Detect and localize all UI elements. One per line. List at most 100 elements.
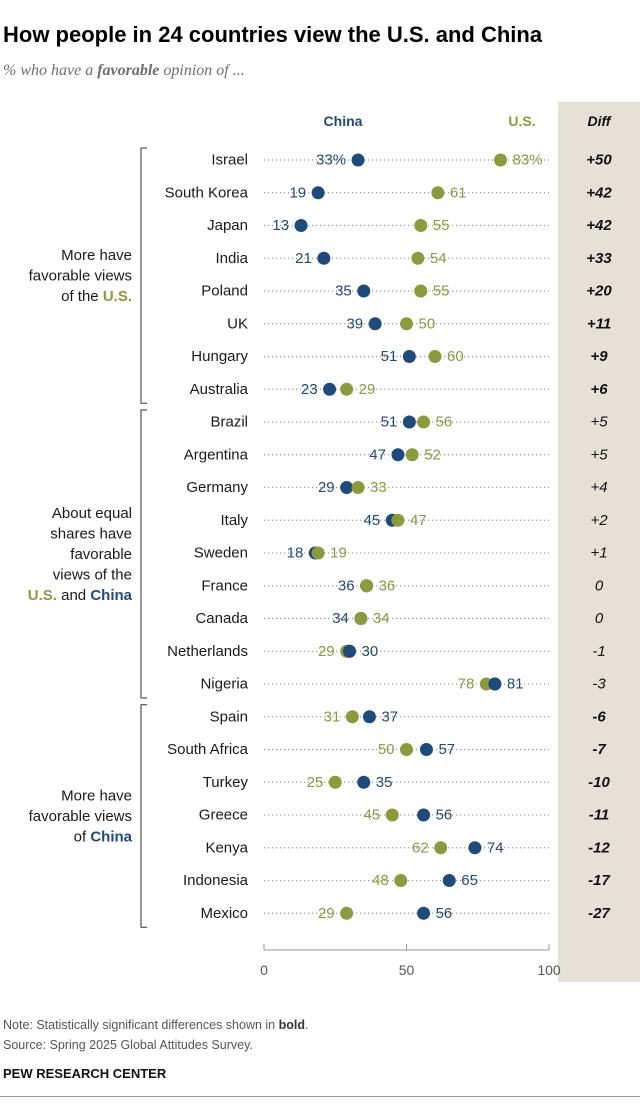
us-value-label: 62 [412, 839, 429, 856]
us-value-label: 29 [318, 643, 335, 660]
us-dot [394, 874, 408, 887]
us-dot [414, 284, 428, 298]
us-dot [328, 775, 342, 789]
country-label: Mexico [200, 905, 248, 922]
us-dot [360, 579, 374, 593]
diff-value: -12 [588, 839, 610, 856]
us-dot [354, 612, 368, 625]
us-value-label: 50 [378, 741, 395, 758]
china-value-label: 74 [487, 839, 504, 856]
us-value-label: 55 [433, 217, 450, 234]
china-value-label: 35 [376, 774, 393, 791]
country-label: Brazil [210, 414, 248, 431]
china-value-label: 33% [316, 152, 346, 169]
china-dot [468, 841, 482, 855]
diff-value: +2 [590, 512, 608, 529]
diff-column-background [558, 102, 640, 982]
country-label: Israel [211, 152, 248, 169]
source-note: Source: Spring 2025 Global Attitudes Sur… [3, 1038, 253, 1052]
country-label: Sweden [194, 545, 248, 562]
legend-us: U.S. [508, 113, 535, 129]
footnote: Note: Statistically significant differen… [3, 1018, 309, 1032]
country-label: India [215, 250, 248, 267]
diff-value: +5 [590, 414, 608, 431]
china-dot [351, 153, 365, 167]
us-value-label: 78 [458, 676, 475, 693]
us-value-label: 25 [307, 774, 324, 791]
diff-value: -10 [588, 774, 610, 791]
china-value-label: 51 [381, 414, 398, 431]
china-dot [362, 710, 376, 724]
diff-value: +50 [586, 152, 612, 169]
country-label: Germany [186, 479, 248, 496]
country-label: Italy [220, 512, 248, 529]
country-label: Australia [190, 381, 249, 398]
china-value-label: 34 [332, 610, 349, 627]
us-value-label: 33 [370, 479, 387, 496]
us-dot [494, 153, 508, 167]
diff-value: +42 [586, 184, 612, 201]
diff-value: +11 [587, 315, 611, 332]
diff-value: -11 [589, 807, 610, 824]
us-dot [345, 710, 359, 724]
diff-value: +1 [590, 545, 607, 562]
us-value-label: 52 [424, 446, 441, 463]
country-label: Canada [195, 610, 248, 627]
diff-value: -7 [592, 741, 606, 758]
china-dot [357, 284, 371, 298]
group-label-line: U.S. and China [28, 587, 133, 604]
us-value-label: 29 [359, 381, 376, 398]
diff-value: -27 [588, 905, 610, 922]
group-label-line: favorable [70, 546, 132, 563]
country-label: Hungary [191, 348, 248, 365]
china-value-label: 47 [369, 446, 386, 463]
china-value-label: 35 [335, 283, 352, 300]
group-label-line: views of the [53, 566, 132, 583]
country-label: South Korea [165, 184, 249, 201]
us-dot [431, 186, 445, 200]
group-label-line: favorable views [29, 808, 132, 825]
country-label: South Africa [167, 741, 249, 758]
country-label: Poland [201, 283, 248, 300]
china-value-label: 23 [301, 381, 318, 398]
us-value-label: 45 [364, 807, 381, 824]
group-bracket [140, 409, 147, 699]
diff-value: -1 [592, 643, 605, 660]
diff-value: +4 [590, 479, 607, 496]
china-value-label: 56 [436, 807, 453, 824]
us-dot [340, 382, 354, 396]
diff-value: +9 [590, 348, 608, 365]
country-label: France [201, 577, 248, 594]
group-label-line: shares have [50, 525, 132, 542]
china-value-label: 36 [338, 577, 355, 594]
x-tick-label: 0 [260, 962, 268, 978]
diff-value: +33 [586, 250, 612, 267]
group-bracket [140, 147, 147, 404]
china-dot [488, 677, 502, 691]
china-dot [311, 186, 325, 200]
us-value-label: 54 [430, 250, 447, 267]
china-dot [357, 775, 371, 789]
us-value-label: 34 [373, 610, 390, 627]
country-label: Kenya [205, 839, 248, 856]
us-dot [428, 350, 442, 363]
china-dot [402, 415, 416, 429]
group-bracket [140, 704, 147, 928]
us-value-label: 55 [433, 283, 450, 300]
us-dot [385, 808, 399, 822]
china-value-label: 13 [272, 217, 289, 234]
diff-value: 0 [595, 577, 604, 594]
us-value-label: 29 [318, 905, 335, 922]
us-dot [351, 481, 365, 494]
chart-title: How people in 24 countries view the U.S.… [3, 22, 543, 47]
china-dot [391, 448, 405, 462]
us-value-label: 56 [436, 414, 453, 431]
diff-value: -6 [592, 708, 606, 725]
us-dot [311, 546, 325, 560]
group-label-line: More have [61, 787, 132, 804]
country-label: Greece [199, 807, 248, 824]
china-value-label: 18 [287, 545, 304, 562]
us-value-label: 31 [324, 708, 341, 725]
china-dot [340, 481, 354, 494]
